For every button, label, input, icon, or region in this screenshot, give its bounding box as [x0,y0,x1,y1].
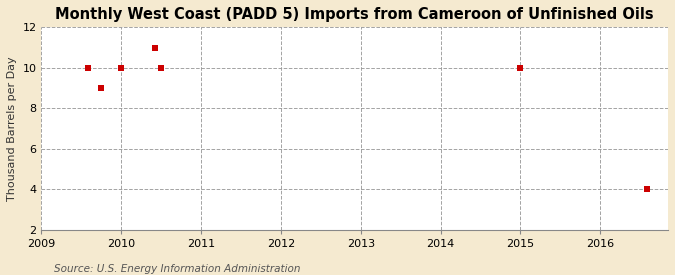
Point [96,86,107,90]
Point [116,65,127,70]
Y-axis label: Thousand Barrels per Day: Thousand Barrels per Day [7,56,17,201]
Point [156,65,167,70]
Point [515,65,526,70]
Point [149,45,160,50]
Point [82,65,93,70]
Title: Monthly West Coast (PADD 5) Imports from Cameroon of Unfinished Oils: Monthly West Coast (PADD 5) Imports from… [55,7,654,22]
Text: Source: U.S. Energy Information Administration: Source: U.S. Energy Information Administ… [54,264,300,274]
Point [641,187,652,191]
